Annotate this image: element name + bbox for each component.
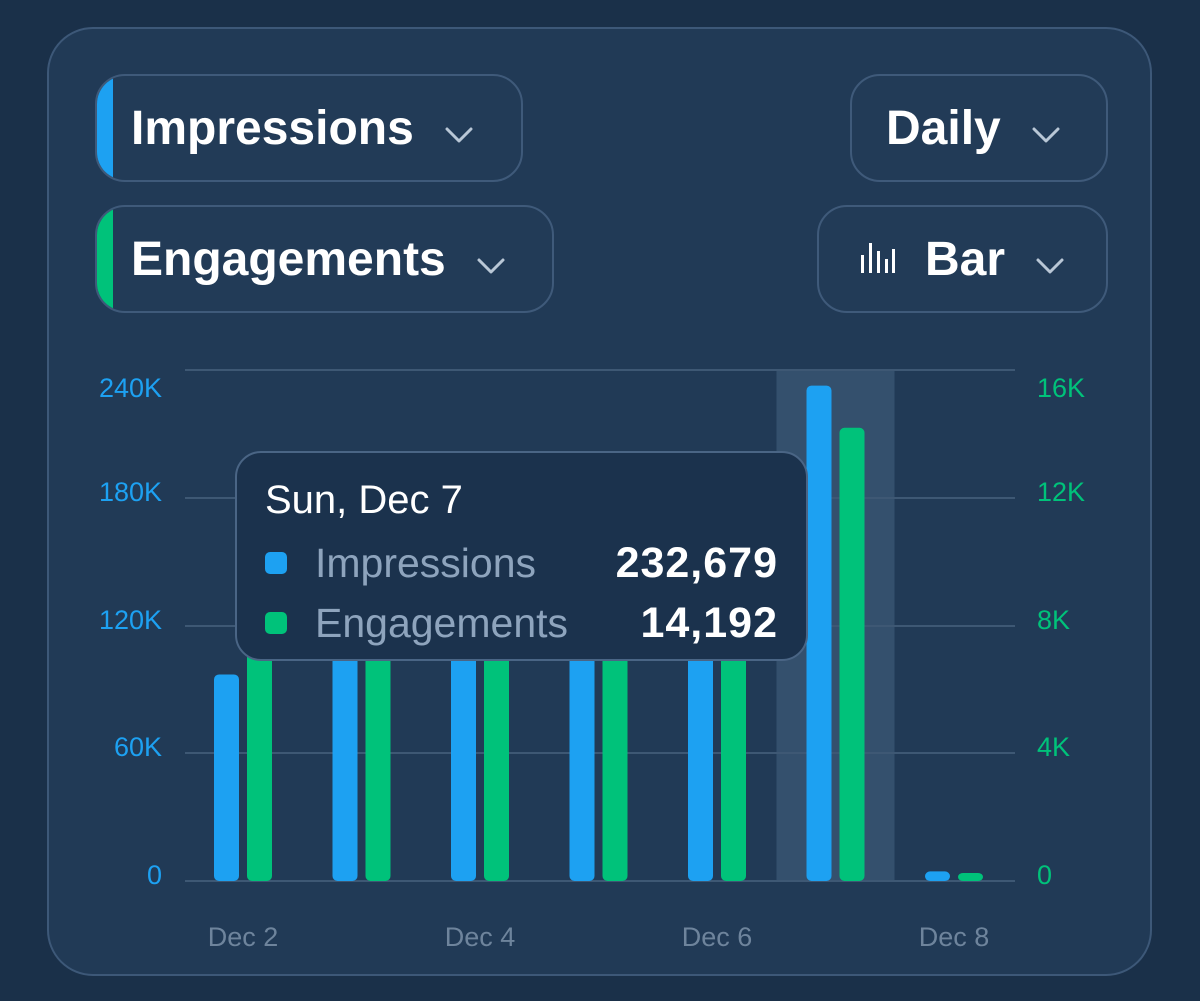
bar-engagements [484, 626, 509, 882]
x-tick-label: Dec 6 [682, 922, 753, 952]
y-left-tick-label: 180K [99, 477, 162, 507]
y-right-tick-label: 8K [1037, 605, 1070, 635]
bar-engagements [366, 626, 391, 882]
tooltip-series-name: Impressions [315, 540, 616, 587]
x-tick-label: Dec 4 [445, 922, 516, 952]
bar-impressions [925, 871, 950, 881]
bar-engagements [721, 626, 746, 882]
chart-tooltip: Sun, Dec 7 Impressions 232,679 Engagemen… [235, 451, 808, 661]
bar-impressions [570, 643, 595, 881]
bar-impressions [214, 674, 239, 881]
y-right-tick-label: 4K [1037, 732, 1070, 762]
tooltip-row-engagements: Engagements 14,192 [265, 593, 778, 653]
tooltip-series-value: 232,679 [616, 539, 778, 588]
bar-impressions [333, 643, 358, 881]
bar-engagements [603, 626, 628, 882]
x-tick-label: Dec 8 [919, 922, 990, 952]
bar-engagements [247, 629, 272, 881]
y-left-tick-label: 120K [99, 605, 162, 635]
y-left-tick-label: 240K [99, 373, 162, 403]
engagements-legend-dot [265, 612, 287, 634]
impressions-legend-dot [265, 552, 287, 574]
y-left-tick-label: 60K [114, 732, 162, 762]
tooltip-series-value: 14,192 [640, 599, 778, 648]
bar-impressions [807, 386, 832, 881]
y-right-tick-label: 12K [1037, 477, 1085, 507]
y-right-tick-label: 0 [1037, 860, 1052, 890]
tooltip-series-name: Engagements [315, 600, 640, 647]
x-tick-label: Dec 2 [208, 922, 279, 952]
tooltip-title: Sun, Dec 7 [265, 475, 778, 525]
y-left-tick-label: 0 [147, 860, 162, 890]
bar-impressions [688, 643, 713, 881]
bar-engagements [958, 873, 983, 881]
y-right-tick-label: 16K [1037, 373, 1085, 403]
tooltip-row-impressions: Impressions 232,679 [265, 533, 778, 593]
bar-impressions [451, 643, 476, 881]
bar-engagements [840, 428, 865, 881]
